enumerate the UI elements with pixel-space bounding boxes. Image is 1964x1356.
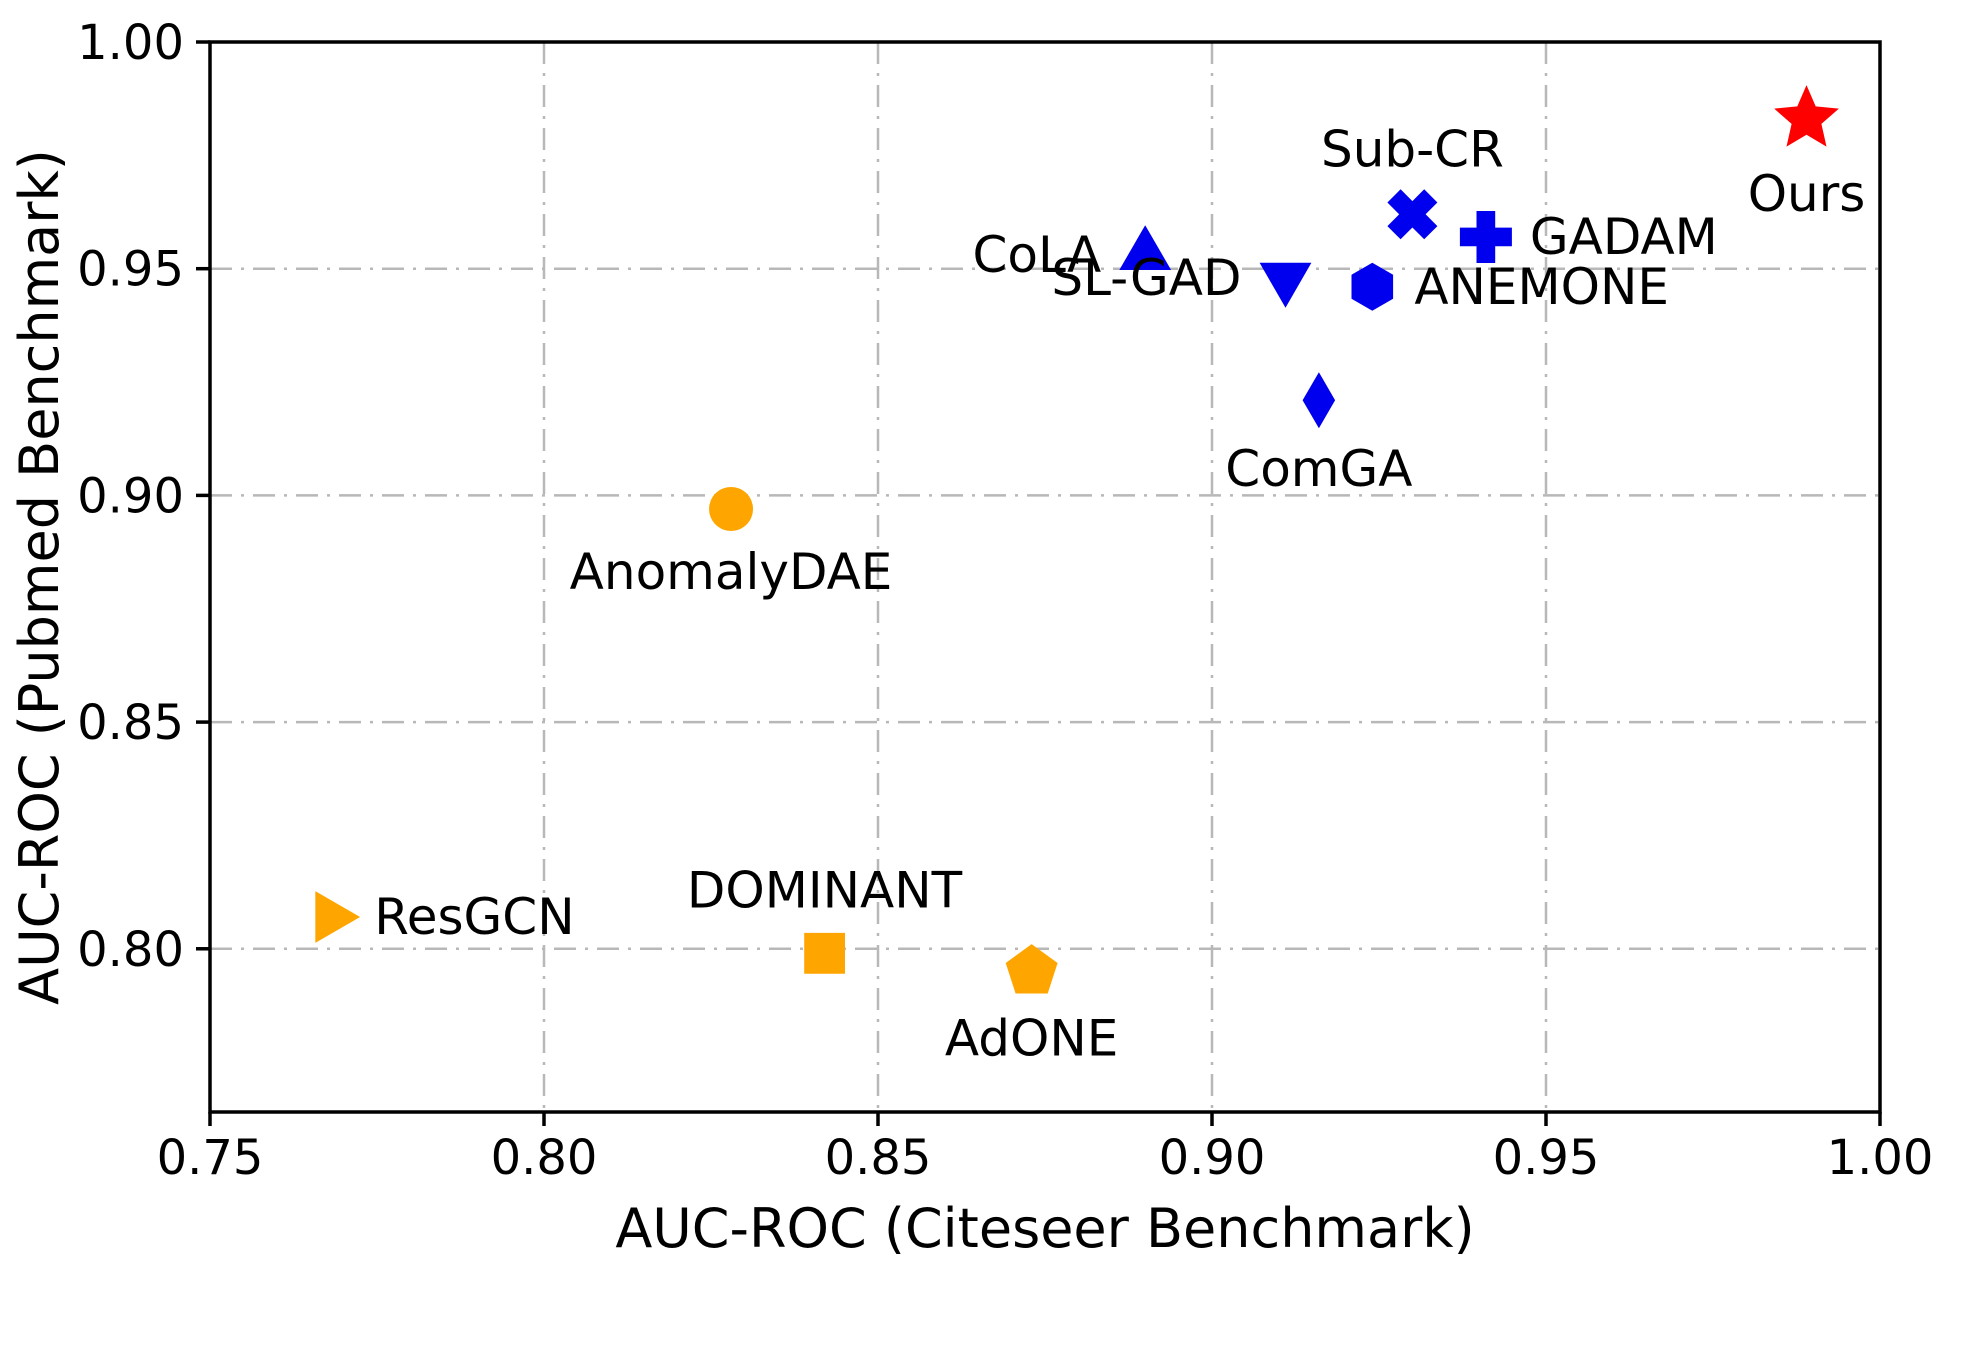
x-tick-label: 0.80 (491, 1130, 598, 1186)
data-point-AdONE (1005, 944, 1058, 994)
point-label-DOMINANT: DOMINANT (687, 861, 963, 919)
point-label-ComGA: ComGA (1225, 440, 1412, 498)
y-axis-label: AUC-ROC (Pubmed Benchmark) (8, 149, 71, 1005)
y-tick-label: 0.95 (77, 242, 184, 298)
data-point-ANEMONE (1351, 262, 1394, 311)
point-label-Sub-CR: Sub-CR (1321, 120, 1504, 178)
axes-frame (208, 40, 1882, 1114)
x-tick-label: 0.85 (825, 1130, 932, 1186)
data-point-GADAM (1459, 211, 1512, 263)
data-point-SL-GAD (1259, 262, 1312, 308)
data-point-ComGA (1302, 372, 1336, 429)
point-label-ResGCN: ResGCN (374, 888, 574, 946)
y-tick-label: 0.90 (77, 468, 184, 524)
data-point-ResGCN (315, 891, 361, 943)
data-point-Ours (1774, 85, 1839, 147)
x-tick-label: 1.00 (1827, 1130, 1934, 1186)
x-tick-label: 0.95 (1493, 1130, 1600, 1186)
data-point-CoLA (1119, 225, 1172, 270)
data-point-Sub-CR (1387, 189, 1438, 240)
x-axis-label: AUC-ROC (Citeseer Benchmark) (615, 1197, 1474, 1260)
point-label-GADAM: GADAM (1530, 208, 1718, 266)
data-point-AnomalyDAE (709, 486, 754, 531)
tick-labels: 0.75 0.80 0.85 0.90 0.95 1.00 0.80 0.85 0.90 0.95… (77, 15, 1933, 1186)
point-label-AnomalyDAE: AnomalyDAE (570, 543, 893, 601)
point-label-AdONE: AdONE (945, 1009, 1118, 1067)
axis-ticks (196, 40, 1882, 1126)
point-label-SL-GAD: SL-GAD (1051, 249, 1241, 307)
gridlines (208, 40, 1882, 1112)
x-tick-label: 0.75 (157, 1130, 264, 1186)
plot-border (208, 40, 1882, 1114)
data-point-DOMINANT (804, 932, 845, 974)
point-label-Ours: Ours (1748, 165, 1866, 223)
point-label-CoLA: CoLA (972, 226, 1101, 284)
y-tick-label: 0.80 (77, 922, 184, 978)
point-label-ANEMONE: ANEMONE (1414, 258, 1669, 316)
y-tick-label: 1.00 (77, 15, 184, 71)
x-tick-label: 0.90 (1159, 1130, 1266, 1186)
data-points (315, 85, 1839, 994)
y-tick-label: 0.85 (77, 695, 184, 751)
